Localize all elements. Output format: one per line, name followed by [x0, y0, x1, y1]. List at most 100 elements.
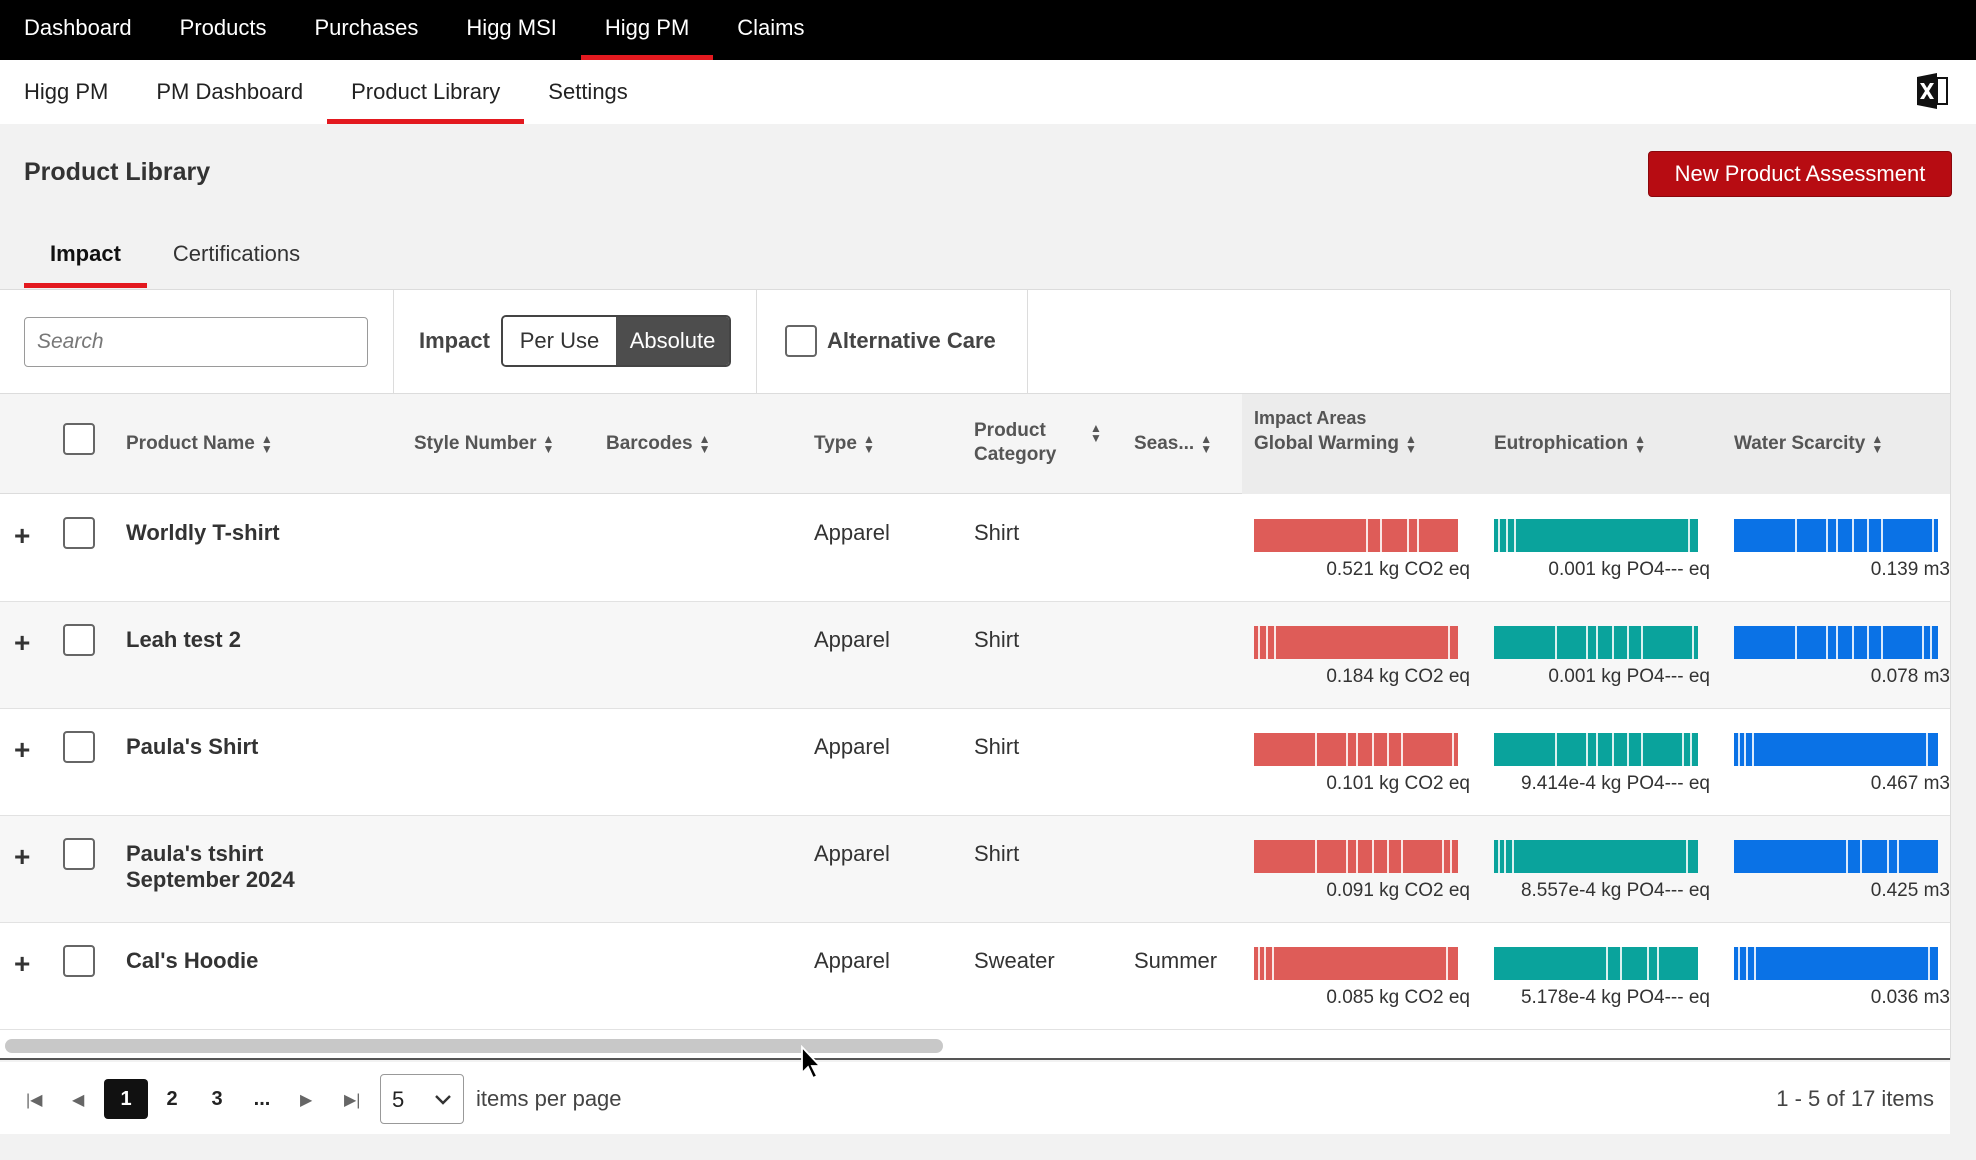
top-nav: Dashboard Products Purchases Higg MSI Hi…	[0, 0, 1976, 60]
page-1-button[interactable]: 1	[104, 1079, 148, 1119]
sort-icon: ▲ ▼	[1871, 431, 1884, 456]
bar-segment-divider	[1612, 626, 1614, 659]
product-name[interactable]: Leah test 2	[126, 627, 241, 652]
header-global-warming[interactable]: Global Warming ▲ ▼	[1254, 431, 1417, 456]
expand-row-icon[interactable]: +	[14, 734, 31, 765]
row-checkbox[interactable]	[63, 731, 95, 763]
water-scarcity-bar	[1734, 840, 1938, 873]
product-name[interactable]: Cal's Hoodie	[126, 948, 259, 973]
product-name[interactable]: Paula's tshirt September 2024	[126, 841, 295, 892]
product-name[interactable]: Worldly T-shirt	[126, 520, 280, 545]
expand-row-icon[interactable]: +	[14, 627, 31, 658]
water-scarcity-value: 0.425 m3	[1870, 880, 1950, 901]
global-warming-value: 0.184 kg CO2 eq	[1326, 666, 1470, 687]
eutrophication-bar	[1494, 626, 1698, 659]
product-type: Apparel	[814, 948, 890, 973]
water-scarcity-bar	[1734, 947, 1938, 980]
header-product-name[interactable]: Product Name ▲ ▼	[126, 431, 273, 456]
bar-segment-divider	[1555, 733, 1557, 766]
sub-nav-higg-pm[interactable]: Higg PM	[24, 79, 109, 104]
bar-segment-divider	[1826, 626, 1828, 659]
table-row[interactable]: + Worldly T-shirt Apparel Shirt 0.521 kg…	[0, 495, 1950, 602]
bar-segment-divider	[1555, 626, 1557, 659]
mouse-cursor-icon	[801, 1045, 823, 1080]
sub-nav-pm-dashboard[interactable]: PM Dashboard	[156, 79, 304, 104]
product-name[interactable]: Paula's Shirt	[126, 734, 259, 759]
bar-segment-divider	[1744, 733, 1746, 766]
water-scarcity-bar	[1734, 733, 1938, 766]
page-3-button[interactable]: 3	[211, 1088, 223, 1110]
expand-row-icon[interactable]: +	[14, 948, 31, 979]
bar-segment-divider	[1504, 840, 1506, 873]
bar-segment-divider	[1596, 626, 1598, 659]
new-product-assessment-button[interactable]: New Product Assessment	[1648, 151, 1952, 197]
per-use-option[interactable]: Per Use	[503, 317, 616, 365]
tab-certifications[interactable]: Certifications	[172, 241, 301, 266]
sub-nav-product-library[interactable]: Product Library	[327, 60, 525, 124]
header-product-category[interactable]: Product Category	[974, 420, 1057, 465]
eutrophication-value: 0.001 kg PO4--- eq	[1548, 559, 1710, 580]
header-season[interactable]: Seas... ▲ ▼	[1134, 431, 1213, 456]
last-page-icon[interactable]: ▶|	[344, 1092, 361, 1109]
bar-segment-divider	[1860, 840, 1862, 873]
eutrophication-value: 9.414e-4 kg PO4--- eq	[1520, 773, 1710, 794]
page-size-value: 5	[392, 1087, 405, 1112]
row-checkbox[interactable]	[63, 945, 95, 977]
bar-segment-divider	[1620, 947, 1622, 980]
expand-row-icon[interactable]: +	[14, 520, 31, 551]
water-scarcity-bar	[1734, 519, 1938, 552]
search-input[interactable]	[24, 317, 368, 367]
table-row[interactable]: + Cal's Hoodie Apparel Sweater Summer 0.…	[0, 923, 1950, 1030]
alternative-care-checkbox[interactable]	[785, 325, 817, 357]
top-nav-claims[interactable]: Claims	[737, 15, 805, 40]
excel-icon[interactable]	[1915, 72, 1949, 110]
alternative-care-label[interactable]: Alternative Care	[827, 328, 996, 353]
bar-segment-divider	[1612, 733, 1614, 766]
expand-row-icon[interactable]: +	[14, 841, 31, 872]
top-nav-products[interactable]: Products	[179, 15, 267, 40]
bar-segment-divider	[1514, 519, 1516, 552]
bar-segment-divider	[1366, 519, 1368, 552]
product-type: Apparel	[814, 841, 890, 866]
next-page-icon[interactable]: ▶	[300, 1092, 313, 1109]
bar-segment-divider	[1690, 733, 1692, 766]
table-row[interactable]: + Paula's Shirt Apparel Shirt 0.101 kg C…	[0, 709, 1950, 816]
select-all-checkbox[interactable]	[63, 423, 95, 455]
row-checkbox[interactable]	[63, 624, 95, 656]
prev-page-icon[interactable]: ◀	[72, 1092, 85, 1109]
table-row[interactable]: + Leah test 2 Apparel Shirt 0.184 kg CO2…	[0, 602, 1950, 709]
impact-areas-header-bg	[1242, 394, 1950, 494]
bar-segment-divider	[1738, 947, 1740, 980]
vertical-scrollbar[interactable]	[1950, 290, 1976, 1060]
top-nav-purchases[interactable]: Purchases	[314, 15, 419, 40]
bar-segment-divider	[1897, 840, 1899, 873]
top-nav-dashboard[interactable]: Dashboard	[24, 15, 132, 40]
page-2-button[interactable]: 2	[166, 1088, 178, 1110]
table-row[interactable]: + Paula's tshirt September 2024 Apparel S…	[0, 816, 1950, 923]
bar-segment-divider	[1922, 626, 1924, 659]
bar-segment-divider	[1795, 519, 1797, 552]
row-checkbox[interactable]	[63, 517, 95, 549]
row-checkbox[interactable]	[63, 838, 95, 870]
header-type[interactable]: Type ▲ ▼	[814, 431, 875, 456]
sub-nav-settings[interactable]: Settings	[548, 79, 628, 104]
toolbar-divider	[756, 290, 757, 394]
tab-impact[interactable]: Impact	[24, 228, 147, 288]
top-nav-higg-msi[interactable]: Higg MSI	[466, 15, 557, 40]
top-nav-higg-pm[interactable]: Higg PM	[580, 0, 714, 60]
header-style-number[interactable]: Style Number ▲ ▼	[414, 431, 555, 456]
eutrophication-bar	[1494, 947, 1698, 980]
product-category: Sweater	[974, 948, 1055, 973]
items-per-page-label: items per page	[476, 1086, 622, 1111]
absolute-option[interactable]: Absolute	[616, 317, 729, 365]
horizontal-scrollbar-thumb[interactable]	[5, 1039, 943, 1053]
page-size-select[interactable]: 5	[380, 1074, 464, 1124]
first-page-icon[interactable]: |◀	[26, 1092, 43, 1109]
bar-segment-divider	[1627, 733, 1629, 766]
header-water-scarcity[interactable]: Water Scarcity ▲ ▼	[1734, 431, 1884, 456]
page-more-button[interactable]: ...	[253, 1088, 271, 1110]
header-barcodes[interactable]: Barcodes ▲ ▼	[606, 431, 711, 456]
header-eutrophication[interactable]: Eutrophication ▲ ▼	[1494, 431, 1646, 456]
bar-segment-divider	[1641, 733, 1643, 766]
sort-icon[interactable]: ▲ ▼	[1090, 421, 1102, 445]
